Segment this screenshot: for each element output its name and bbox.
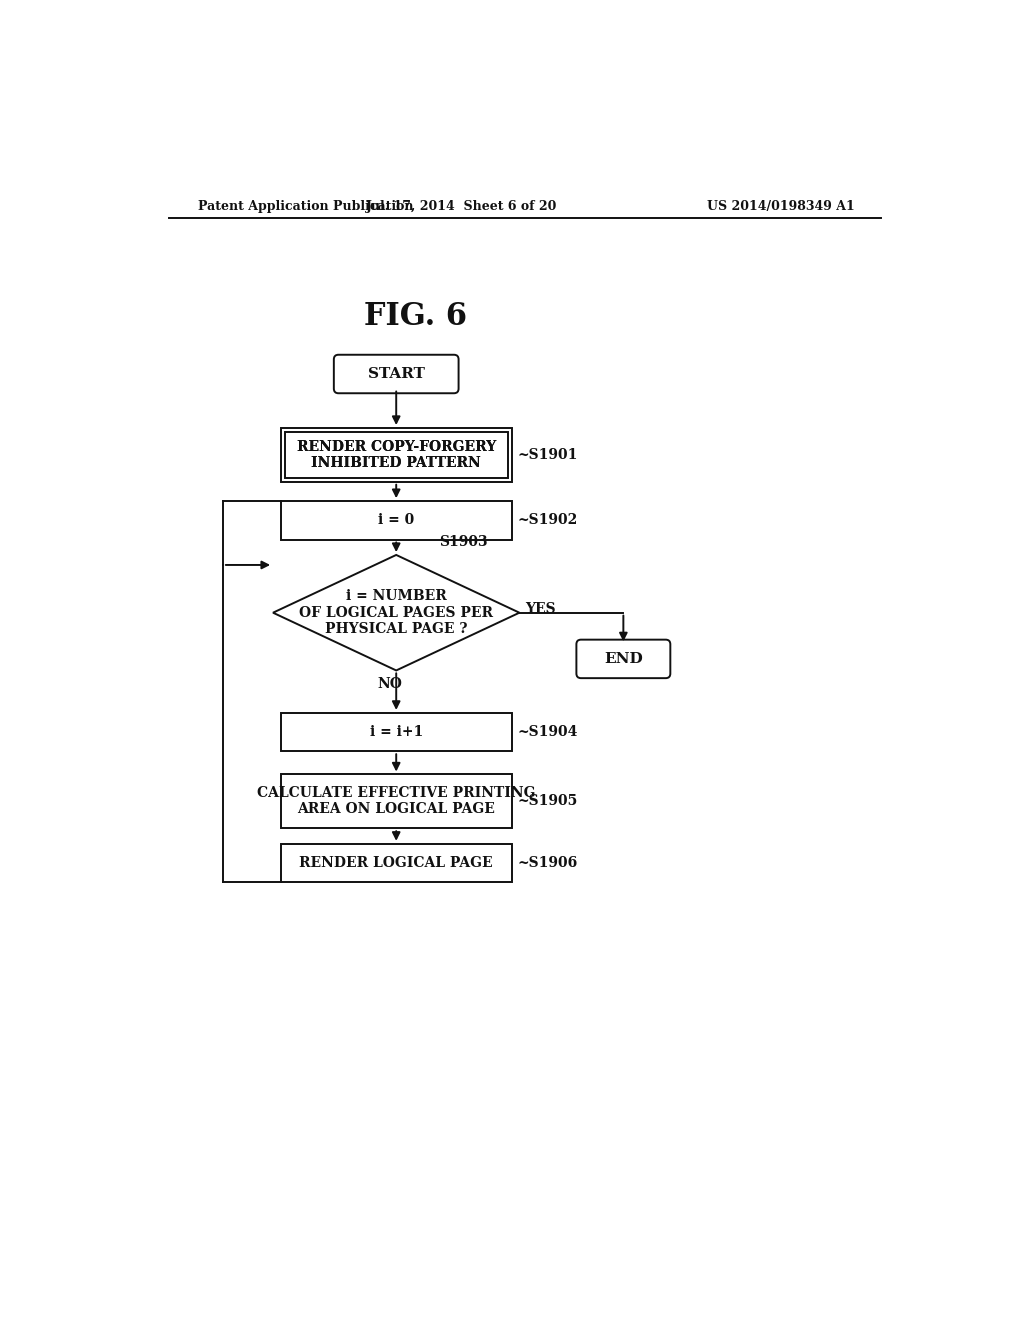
- Text: NO: NO: [378, 677, 402, 690]
- Text: START: START: [368, 367, 425, 381]
- Text: RENDER LOGICAL PAGE: RENDER LOGICAL PAGE: [299, 855, 493, 870]
- Text: ~S1902: ~S1902: [518, 513, 579, 527]
- Bar: [281, 843, 512, 882]
- Text: i = NUMBER
OF LOGICAL PAGES PER
PHYSICAL PAGE ?: i = NUMBER OF LOGICAL PAGES PER PHYSICAL…: [299, 590, 494, 636]
- Text: Patent Application Publication: Patent Application Publication: [199, 199, 414, 213]
- Bar: [281, 713, 512, 751]
- Bar: [281, 428, 512, 482]
- Text: RENDER COPY-FORGERY
INHIBITED PATTERN: RENDER COPY-FORGERY INHIBITED PATTERN: [297, 440, 496, 470]
- Bar: [281, 502, 512, 540]
- Text: Jul. 17, 2014  Sheet 6 of 20: Jul. 17, 2014 Sheet 6 of 20: [366, 199, 557, 213]
- Text: US 2014/0198349 A1: US 2014/0198349 A1: [707, 199, 854, 213]
- Text: ~S1906: ~S1906: [518, 855, 579, 870]
- Bar: [285, 432, 508, 478]
- Polygon shape: [273, 554, 519, 671]
- Text: ~S1905: ~S1905: [518, 795, 579, 808]
- Text: END: END: [604, 652, 643, 665]
- Text: i = 0: i = 0: [378, 513, 415, 527]
- Text: YES: YES: [525, 602, 556, 616]
- Text: ~S1904: ~S1904: [518, 725, 579, 739]
- Text: i = i+1: i = i+1: [370, 725, 423, 739]
- Text: FIG. 6: FIG. 6: [364, 301, 467, 331]
- Text: ~S1901: ~S1901: [518, 447, 579, 462]
- FancyBboxPatch shape: [334, 355, 459, 393]
- Bar: [281, 775, 512, 829]
- FancyBboxPatch shape: [577, 640, 671, 678]
- Text: CALCULATE EFFECTIVE PRINTING
AREA ON LOGICAL PAGE: CALCULATE EFFECTIVE PRINTING AREA ON LOG…: [257, 787, 536, 817]
- Text: RENDER COPY-FORGERY
INHIBITED PATTERN: RENDER COPY-FORGERY INHIBITED PATTERN: [297, 440, 496, 470]
- Text: S1903: S1903: [439, 535, 488, 549]
